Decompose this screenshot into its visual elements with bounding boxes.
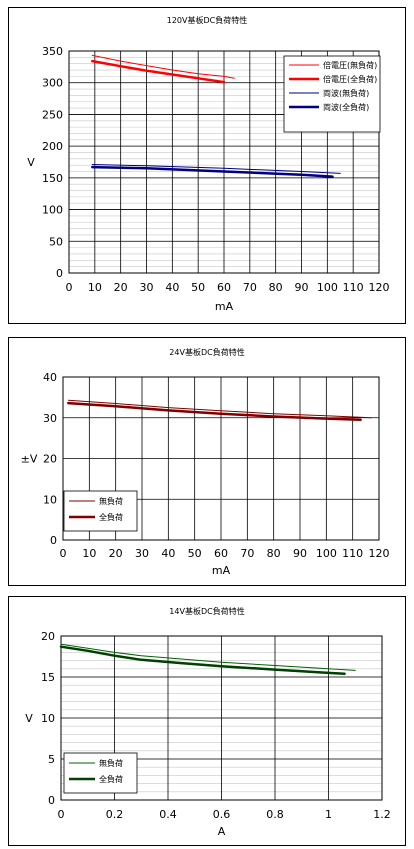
- x-axis-label: mA: [212, 564, 231, 577]
- y-tick-label: 20: [41, 630, 55, 643]
- x-tick-label: 10: [82, 547, 96, 560]
- y-tick-label: 300: [42, 77, 63, 90]
- chart-title: 120V基板DC負荷特性: [167, 15, 248, 25]
- series-line-1: [60, 643, 356, 671]
- x-tick-label: 80: [269, 281, 283, 294]
- x-tick-label: 30: [135, 547, 149, 560]
- legend-label: 無負荷: [99, 758, 123, 768]
- y-tick-label: 0: [56, 267, 63, 280]
- y-tick-label: 150: [42, 172, 63, 185]
- x-tick-label: 0: [60, 547, 67, 560]
- x-tick-label: 20: [114, 281, 128, 294]
- x-tick-label: 10: [88, 281, 102, 294]
- y-tick-label: 0: [48, 794, 55, 807]
- chart-24v: 24V基板DC負荷特性 0 10 20 30 40 0 10 20 30 40 50 60 70 80 90 1…: [21, 347, 390, 577]
- y-tick-label: 200: [42, 140, 63, 153]
- y-tick-label: 0: [50, 534, 57, 547]
- x-tick-label: 100: [317, 281, 338, 294]
- x-tick-label: 90: [293, 547, 307, 560]
- y-tick-label: 10: [41, 712, 55, 725]
- x-tick-label: 1: [325, 808, 332, 821]
- y-tick-label: 40: [43, 371, 57, 384]
- x-tick-label: 40: [161, 547, 175, 560]
- x-tick-label: 60: [214, 547, 228, 560]
- y-axis-label: V: [27, 156, 35, 169]
- x-tick-label: 70: [243, 281, 257, 294]
- legend-label: 全負荷: [99, 774, 123, 784]
- plot-area-border: [60, 635, 383, 801]
- x-tick-label: 0: [58, 808, 65, 821]
- x-tick-label: 50: [188, 547, 202, 560]
- x-tick-label: 80: [267, 547, 281, 560]
- legend-label: 倍電圧(全負荷): [323, 74, 377, 84]
- series-line-2: [59, 645, 346, 675]
- series-line-2: [67, 401, 362, 422]
- plot-area-border: [62, 376, 380, 541]
- legend-label: 両波(無負荷): [323, 88, 369, 98]
- y-tick-label: 350: [42, 45, 63, 58]
- y-tick-label: 250: [42, 108, 63, 121]
- y-tick-label: 100: [42, 204, 63, 217]
- y-tick-label: 5: [48, 753, 55, 766]
- x-tick-label: 100: [316, 547, 337, 560]
- plot-area-border: [68, 50, 380, 274]
- y-tick-label: 30: [43, 412, 57, 425]
- y-axis-label: ±V: [21, 453, 38, 466]
- legend-label: 倍電圧(無負荷): [323, 60, 377, 70]
- y-axis-label: V: [25, 712, 33, 725]
- chart-120v: 120V基板DC負荷特性 0 50 100 150 200 250 300 350 0 10 20 30…: [27, 15, 390, 313]
- x-tick-label: 0.4: [159, 808, 177, 821]
- y-tick-label: 10: [43, 493, 57, 506]
- legend-box: [63, 752, 138, 794]
- chart-title: 24V基板DC負荷特性: [169, 347, 244, 357]
- chart-panel-14v: 14V基板DC負荷特性 0 5 10 15 20 0 0.2 0.4 0.6 0.8 1 1.2 V A 無負…: [8, 596, 406, 846]
- x-tick-label: 60: [217, 281, 231, 294]
- legend-label: 全負荷: [99, 512, 123, 522]
- x-tick-label: 0.8: [266, 808, 284, 821]
- x-tick-label: 70: [240, 547, 254, 560]
- x-tick-label: 1.2: [373, 808, 391, 821]
- chart-title: 14V基板DC負荷特性: [169, 606, 244, 616]
- legend-box: [63, 490, 138, 532]
- chart-panel-24v: 24V基板DC負荷特性 0 10 20 30 40 0 10 20 30 40 50 60 70 80 90 1…: [8, 337, 406, 586]
- series-line-3: [91, 164, 341, 174]
- x-tick-label: 20: [109, 547, 123, 560]
- series-line-4: [91, 165, 334, 178]
- x-tick-label: 90: [295, 281, 309, 294]
- legend-label: 無負荷: [99, 496, 123, 506]
- chart-14v: 14V基板DC負荷特性 0 5 10 15 20 0 0.2 0.4 0.6 0.8 1 1.2 V A 無負…: [25, 606, 391, 838]
- x-tick-label: 110: [342, 547, 363, 560]
- x-tick-label: 110: [343, 281, 364, 294]
- y-tick-label: 15: [41, 671, 55, 684]
- x-tick-label: 0.6: [213, 808, 231, 821]
- x-axis-label: mA: [215, 300, 234, 313]
- x-tick-label: 30: [140, 281, 154, 294]
- x-tick-label: 50: [191, 281, 205, 294]
- y-tick-label: 20: [43, 453, 57, 466]
- legend-label: 両波(全負荷): [323, 102, 369, 112]
- series-line-1: [91, 54, 235, 79]
- x-tick-label: 120: [369, 547, 390, 560]
- legend-box: [283, 55, 381, 133]
- series-line-2: [91, 59, 226, 84]
- x-tick-label: 120: [369, 281, 390, 294]
- y-tick-label: 50: [49, 235, 63, 248]
- x-tick-label: 0: [66, 281, 73, 294]
- x-tick-label: 0.2: [106, 808, 124, 821]
- chart-panel-120v: 120V基板DC負荷特性 0 50 100 150 200 250 300 350 0 10 20 30…: [8, 7, 406, 324]
- series-line-1: [67, 399, 372, 419]
- x-axis-label: A: [218, 825, 226, 838]
- x-tick-label: 40: [165, 281, 179, 294]
